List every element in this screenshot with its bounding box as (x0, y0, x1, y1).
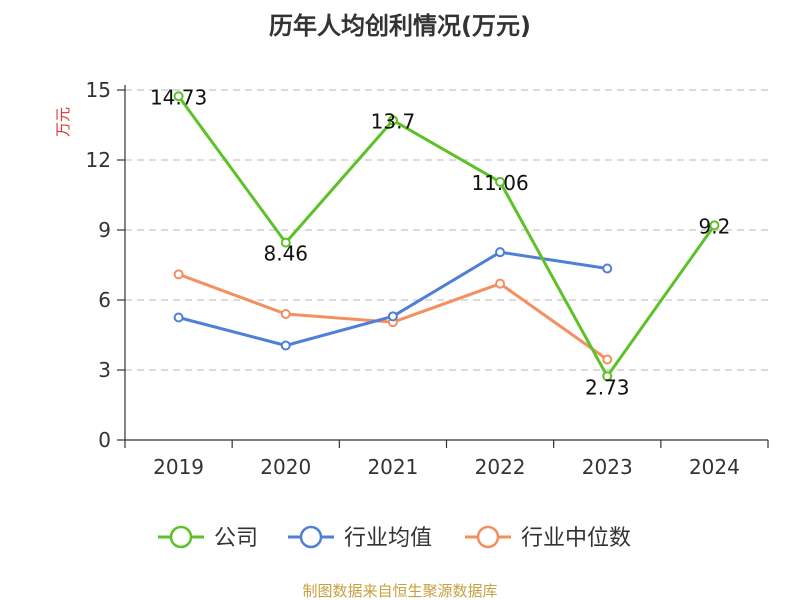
legend-label: 行业均值 (344, 526, 432, 551)
x-tick-label: 2019 (153, 455, 204, 479)
y-tick-label: 0 (98, 428, 111, 452)
legend-label: 公司 (214, 526, 258, 551)
data-label: 8.46 (263, 242, 308, 266)
y-tick-label: 12 (86, 148, 111, 172)
data-label: 11.06 (471, 171, 528, 195)
legend-swatch-marker (476, 525, 500, 549)
data-point (495, 278, 506, 289)
y-axis-label: 万元 (54, 107, 72, 137)
x-tick-label: 2022 (475, 455, 526, 479)
tick-labels: 0 3 6 9 12 15 2019 2020 2021 2022 2023 2024 (86, 78, 740, 479)
x-tick-label: 2024 (689, 455, 740, 479)
data-point (173, 269, 184, 280)
chart-title: 历年人均创利情况(万元) (269, 12, 531, 40)
data-point (709, 220, 720, 231)
data-point (387, 311, 398, 322)
series-line (177, 95, 716, 378)
x-tick-label: 2020 (260, 455, 311, 479)
data-label: 13.7 (371, 109, 416, 133)
y-tick-label: 15 (86, 78, 111, 102)
legend: 公司 行业均值 行业中位数 (158, 525, 631, 551)
data-point (495, 247, 506, 258)
series-group (173, 91, 720, 382)
data-point (280, 309, 291, 319)
data-label: 14.73 (150, 85, 207, 109)
x-tick-label: 2021 (367, 455, 418, 479)
data-point (387, 115, 398, 126)
source-note: 制图数据来自恒生聚源数据库 (302, 582, 497, 600)
y-tick-label: 3 (98, 358, 111, 382)
data-point (602, 263, 613, 274)
legend-swatch-marker (299, 525, 323, 549)
legend-swatch-marker (169, 525, 193, 549)
y-tick-label: 6 (98, 288, 111, 312)
data-point (495, 176, 506, 187)
data-point (602, 354, 613, 365)
data-labels: 14.73 8.46 13.7 11.06 2.73 9.2 (150, 85, 730, 399)
axes (117, 85, 769, 448)
y-tick-label: 9 (98, 218, 111, 242)
legend-label: 行业中位数 (521, 526, 631, 551)
data-point (602, 371, 613, 382)
data-point (173, 91, 184, 102)
data-label: 2.73 (585, 375, 630, 399)
data-label: 9.2 (699, 214, 731, 238)
data-point (173, 312, 184, 323)
data-point (280, 237, 291, 248)
data-point (280, 340, 291, 351)
x-tick-label: 2023 (582, 455, 633, 479)
